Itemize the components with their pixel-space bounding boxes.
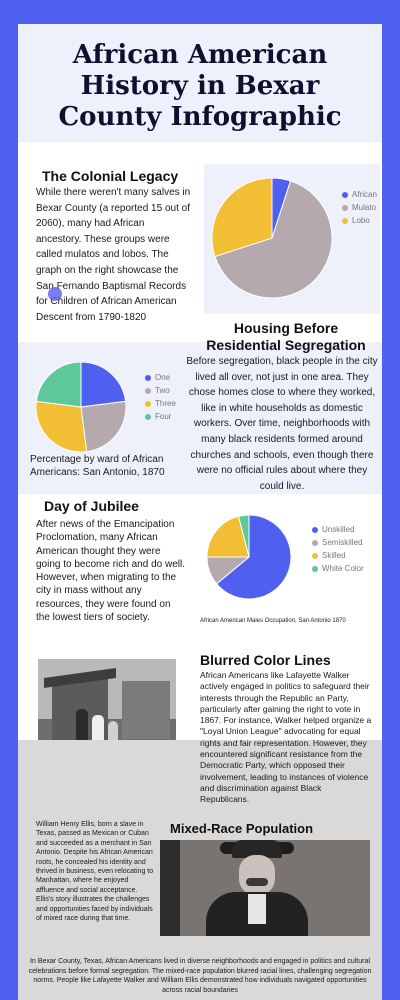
legend-label: Semiskilled	[322, 538, 363, 547]
pie-slice-unskilled	[215, 515, 291, 599]
housing-chart-caption: Percentage by ward of African Americans:…	[30, 454, 165, 478]
legend-label: Four	[155, 412, 172, 421]
housing-body: Before segregation, black people in the …	[186, 356, 378, 492]
legend-label: One	[155, 373, 171, 382]
pie-slice-one	[80, 362, 126, 408]
legend-label: Lobo	[352, 216, 370, 225]
jubilee-heading: Day of Jubilee	[44, 498, 139, 514]
colonial-body: While there weren't many salves in Bexar…	[36, 187, 191, 323]
pie-slice-lobo	[212, 178, 273, 258]
colonial-legend: African Mulato Lobo	[342, 188, 377, 227]
legend-swatch	[342, 204, 348, 211]
pie-slice-two	[80, 400, 126, 452]
legend-swatch	[145, 374, 151, 381]
pie-slice-white-color	[237, 515, 250, 558]
legend-label: Unskilled	[322, 525, 355, 534]
legend-item: Semiskilled	[312, 536, 364, 549]
colonial-chart-card: African Mulato Lobo	[204, 164, 380, 314]
housing-legend: One Two Three Four	[145, 371, 176, 423]
legend-swatch	[342, 191, 348, 198]
colonial-heading: The Colonial Legacy	[42, 168, 179, 184]
legend-label: White Color	[322, 564, 364, 573]
legend-label: Mulato	[352, 203, 377, 212]
blurred-body: African Americans like Lafayette Walker …	[200, 670, 372, 805]
legend-swatch	[145, 413, 151, 420]
pie-slice-mulato	[214, 180, 332, 298]
legend-swatch	[145, 400, 151, 407]
legend-item: Skilled	[312, 549, 364, 562]
legend-item: White Color	[312, 562, 364, 575]
title-panel	[18, 24, 382, 142]
blurred-heading: Blurred Color Lines	[200, 652, 331, 668]
legend-swatch	[312, 539, 318, 546]
legend-item: Lobo	[342, 214, 377, 227]
mixed-body: William Henry Ellis, born a slave in Tex…	[36, 821, 154, 923]
legend-item: One	[145, 371, 176, 384]
pie-slice-skilled	[207, 515, 250, 558]
mixed-heading: Mixed-Race Population	[170, 821, 314, 836]
cursor-marker	[48, 287, 62, 301]
legend-item: Four	[145, 410, 176, 423]
housing-pie-chart	[36, 362, 126, 452]
legend-swatch	[312, 565, 318, 572]
pie-slice-three	[36, 400, 88, 452]
legend-swatch	[312, 526, 318, 533]
legend-item: Two	[145, 384, 176, 397]
footer-summary: In Bexar County, Texas, African American…	[28, 958, 372, 994]
jubilee-band	[18, 494, 382, 644]
legend-label: Three	[155, 399, 176, 408]
legend-label: African	[352, 190, 377, 199]
legend-swatch	[145, 387, 151, 394]
legend-item: Three	[145, 397, 176, 410]
pie-slice-four	[36, 362, 82, 408]
colonial-pie-chart	[212, 178, 332, 298]
housing-heading: Housing Before Residential Segregation	[206, 320, 366, 353]
legend-label: Skilled	[322, 551, 346, 560]
legend-label: Two	[155, 386, 170, 395]
jubilee-legend: Unskilled Semiskilled Skilled White Color	[312, 523, 364, 575]
jubilee-chart-caption: African American Males Occupation, San A…	[200, 618, 346, 624]
jubilee-body: After news of the Emancipation Proclomat…	[36, 519, 185, 624]
legend-item: African	[342, 188, 377, 201]
legend-item: Unskilled	[312, 523, 364, 536]
jubilee-pie-chart	[207, 515, 291, 599]
ellis-portrait	[160, 840, 370, 936]
legend-swatch	[342, 217, 348, 224]
legend-item: Mulato	[342, 201, 377, 214]
page-title: African American History in Bexar County…	[58, 40, 342, 132]
legend-swatch	[312, 552, 318, 559]
